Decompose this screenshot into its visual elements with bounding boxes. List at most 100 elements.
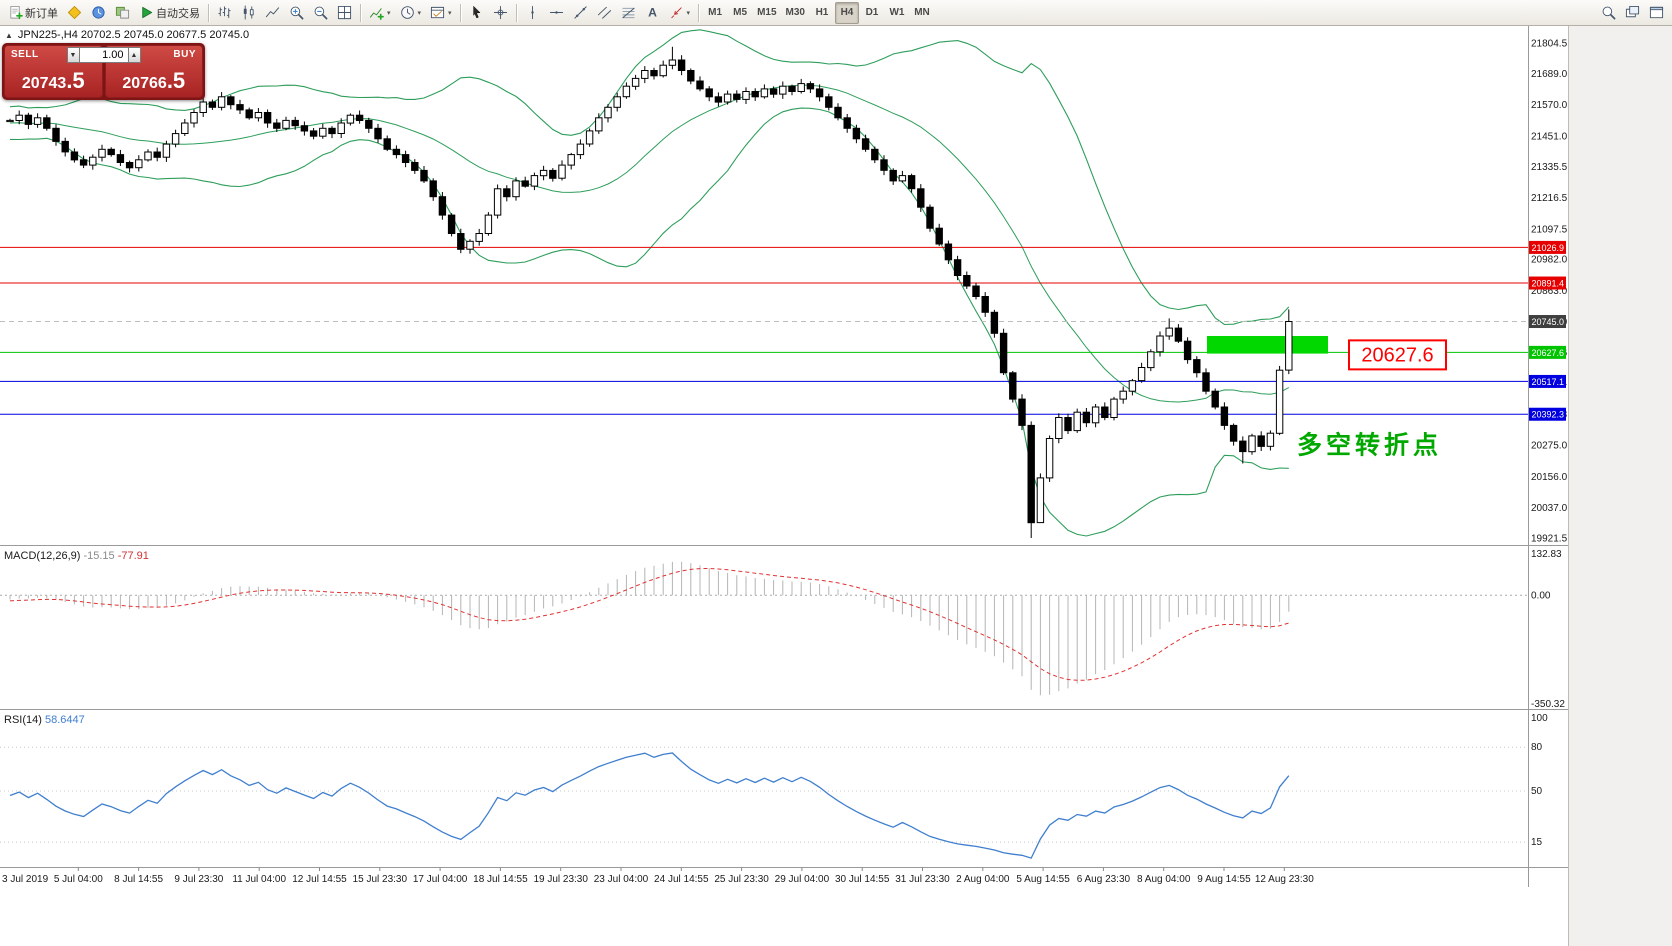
svg-text:24 Jul 14:55: 24 Jul 14:55 bbox=[654, 874, 709, 885]
svg-text:19921.5: 19921.5 bbox=[1531, 534, 1568, 545]
svg-text:15 Jul 23:30: 15 Jul 23:30 bbox=[353, 874, 408, 885]
volume-input[interactable] bbox=[79, 47, 128, 63]
arrows-button[interactable]: ▾ bbox=[665, 2, 695, 24]
timeframe-m30-button[interactable]: M30 bbox=[782, 2, 809, 24]
svg-text:132.83: 132.83 bbox=[1531, 549, 1562, 560]
svg-text:21097.5: 21097.5 bbox=[1531, 224, 1568, 235]
svg-text:21689.0: 21689.0 bbox=[1531, 69, 1568, 80]
chevron-down-icon: ▾ bbox=[417, 9, 422, 17]
timeframe-m1-button[interactable]: M1 bbox=[703, 2, 727, 24]
timeframe-h4-button[interactable]: H4 bbox=[834, 1, 859, 24]
svg-text:19 Jul 23:30: 19 Jul 23:30 bbox=[533, 874, 588, 885]
search-button[interactable] bbox=[1597, 2, 1620, 24]
cascade-windows-icon bbox=[1625, 5, 1640, 20]
buy-button[interactable]: BUY 20766.5 bbox=[104, 45, 203, 98]
svg-text:31 Jul 23:30: 31 Jul 23:30 bbox=[895, 874, 950, 885]
timeframe-m5-button[interactable]: M5 bbox=[728, 2, 752, 24]
svg-text:29 Jul 04:00: 29 Jul 04:00 bbox=[775, 874, 830, 885]
one-click-trading-panel: SELL 20743.5 ▼ ▲ BUY 20766.5 bbox=[2, 43, 205, 100]
candles-layer bbox=[6, 46, 1293, 538]
svg-text:100: 100 bbox=[1531, 713, 1548, 724]
chart-candles-icon bbox=[241, 5, 256, 20]
metaeditor-button[interactable] bbox=[63, 2, 86, 24]
chart-canvas[interactable]: 21804.5 21689.0 21570.0 21451.0 21335.5 21216… bbox=[0, 26, 1568, 916]
timeframe-m15-button[interactable]: M15 bbox=[753, 2, 780, 24]
volume-up-button[interactable]: ▲ bbox=[127, 47, 141, 63]
vertical-line-button[interactable] bbox=[521, 2, 544, 24]
svg-text:20156.0: 20156.0 bbox=[1531, 472, 1568, 483]
price-scale[interactable]: 21804.5 21689.0 21570.0 21451.0 21335.5 21216… bbox=[1529, 39, 1568, 849]
zoom-out-icon bbox=[313, 5, 328, 20]
new-order-button[interactable]: 新订单 bbox=[4, 2, 62, 24]
svg-text:A: A bbox=[648, 6, 657, 20]
channel-icon bbox=[597, 5, 612, 20]
ohlc-readout: JPN225-,H4 20702.5 20745.0 20677.5 20745… bbox=[17, 29, 250, 41]
svg-text:20982.0: 20982.0 bbox=[1531, 255, 1568, 266]
svg-text:50: 50 bbox=[1531, 786, 1543, 797]
autotrading-button[interactable]: 自动交易 bbox=[135, 2, 204, 24]
svg-text:9 Aug 14:55: 9 Aug 14:55 bbox=[1197, 874, 1251, 885]
cursor-icon bbox=[469, 5, 484, 20]
zoom-in-icon bbox=[289, 5, 304, 20]
rsi-panel bbox=[0, 746, 1528, 859]
tile-windows-icon bbox=[337, 5, 352, 20]
price-callout-box[interactable] bbox=[1348, 339, 1447, 371]
new-window-button[interactable] bbox=[1645, 2, 1668, 24]
zoom-out-button[interactable] bbox=[309, 2, 332, 24]
svg-text:20275.0: 20275.0 bbox=[1531, 441, 1568, 452]
trendline-button[interactable] bbox=[569, 2, 592, 24]
templates-button[interactable]: ▾ bbox=[426, 2, 456, 24]
periods-button[interactable]: ▾ bbox=[396, 2, 426, 24]
svg-text:15: 15 bbox=[1531, 837, 1543, 848]
toolbar-separator bbox=[515, 3, 517, 22]
svg-text:21451.0: 21451.0 bbox=[1531, 131, 1568, 142]
trade-panel-collapse-icon[interactable]: ▲ bbox=[5, 30, 13, 40]
svg-text:17 Jul 04:00: 17 Jul 04:00 bbox=[413, 874, 468, 885]
crosshair-button[interactable] bbox=[489, 2, 512, 24]
chart-bars-button[interactable] bbox=[213, 2, 236, 24]
turning-point-annotation[interactable]: 多空转折点 bbox=[1297, 431, 1442, 460]
text-icon: A bbox=[645, 5, 660, 20]
svg-text:20891.4: 20891.4 bbox=[1532, 279, 1565, 289]
zoom-in-button[interactable] bbox=[285, 2, 308, 24]
new-order-icon bbox=[8, 5, 23, 20]
volume-down-button[interactable]: ▼ bbox=[66, 47, 80, 63]
bollinger-lower-band bbox=[9, 107, 1289, 537]
timeframe-mn-button[interactable]: MN bbox=[910, 2, 934, 24]
toolbar: 新订单 自动交易 ▾ ▾ ▾ A ▾ M1 M5 M15 M30 H1 H4 D1 W1 MN bbox=[0, 0, 1672, 26]
svg-text:23 Jul 04:00: 23 Jul 04:00 bbox=[594, 874, 649, 885]
right-panel-area bbox=[1568, 26, 1672, 946]
svg-text:20745.0: 20745.0 bbox=[1532, 317, 1565, 327]
svg-text:-350.32: -350.32 bbox=[1531, 699, 1565, 710]
volume-control: ▼ ▲ bbox=[66, 47, 141, 63]
templates-icon bbox=[430, 5, 445, 20]
time-axis[interactable]: 3 Jul 2019 5 Jul 04:00 8 Jul 14:55 9 Jul 23… bbox=[2, 867, 1314, 886]
market-watch-button[interactable] bbox=[87, 2, 110, 24]
chevron-down-icon: ▾ bbox=[387, 9, 391, 17]
channel-button[interactable] bbox=[593, 2, 616, 24]
tile-windows-button[interactable] bbox=[333, 2, 356, 24]
svg-text:12 Aug 23:30: 12 Aug 23:30 bbox=[1255, 874, 1314, 885]
rsi-line bbox=[9, 752, 1290, 859]
chart-candles-button[interactable] bbox=[237, 2, 260, 24]
svg-text:20517.1: 20517.1 bbox=[1532, 377, 1565, 387]
cursor-button[interactable] bbox=[465, 2, 488, 24]
support-zone-highlight[interactable] bbox=[1207, 335, 1328, 354]
chart-line-button[interactable] bbox=[261, 2, 284, 24]
svg-text:21335.5: 21335.5 bbox=[1531, 162, 1568, 173]
indicators-icon bbox=[369, 5, 384, 20]
fibonacci-button[interactable] bbox=[617, 2, 640, 24]
timeframe-h1-button[interactable]: H1 bbox=[810, 2, 834, 24]
price-tag-20891.4 bbox=[1529, 276, 1566, 290]
metaeditor-icon bbox=[67, 5, 82, 20]
svg-text:20392.3: 20392.3 bbox=[1532, 410, 1565, 420]
timeframe-w1-button[interactable]: W1 bbox=[885, 2, 909, 24]
navigator-button[interactable] bbox=[111, 2, 134, 24]
timeframe-d1-button[interactable]: D1 bbox=[860, 2, 884, 24]
svg-text:8 Jul 14:55: 8 Jul 14:55 bbox=[114, 874, 163, 885]
horizontal-line-button[interactable] bbox=[545, 2, 568, 24]
cascade-windows-button[interactable] bbox=[1621, 2, 1644, 24]
text-button[interactable]: A bbox=[641, 2, 664, 24]
indicators-button[interactable]: ▾ bbox=[365, 2, 395, 24]
